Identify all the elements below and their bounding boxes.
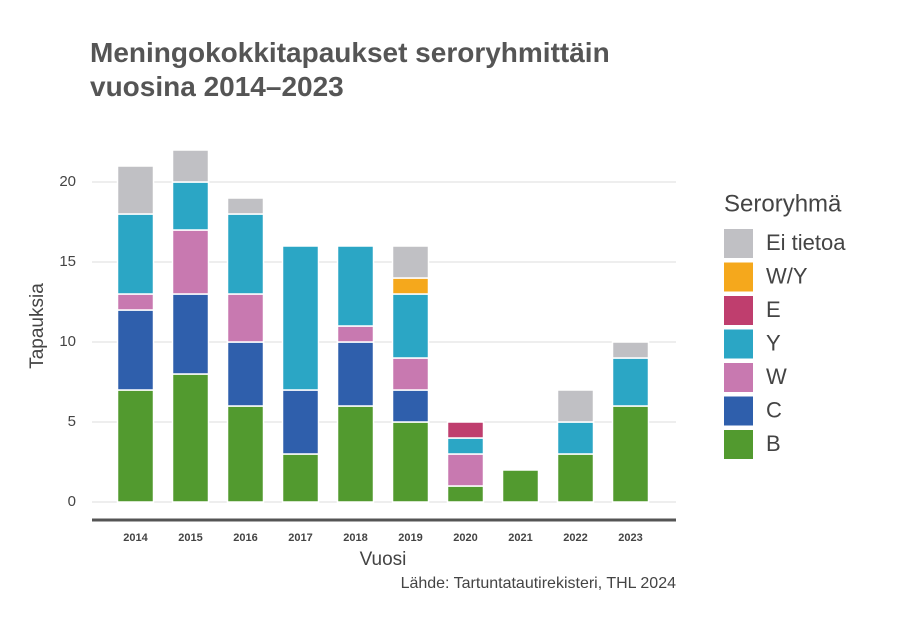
bar-segment (116, 389, 155, 503)
legend-swatch (724, 329, 753, 359)
y-tick-label: 20 (59, 173, 76, 190)
bar-segment (171, 373, 210, 503)
legend-label: W (766, 364, 787, 389)
bar-segment (391, 357, 430, 391)
bar-segment (171, 293, 210, 375)
bar-segment (281, 389, 320, 455)
x-tick-label: 2021 (508, 532, 532, 544)
legend-swatch (724, 262, 753, 292)
bar-segment (611, 341, 650, 359)
x-tick-label: 2017 (288, 532, 312, 544)
bar-segment (226, 197, 265, 215)
bar-segment (556, 453, 595, 503)
bar-segment (611, 357, 650, 407)
y-tick-label: 15 (59, 253, 76, 270)
bar-segment (391, 245, 430, 279)
bar-segment (116, 213, 155, 295)
x-tick-label: 2023 (618, 532, 642, 544)
bar-segment (336, 341, 375, 407)
bar-segment (226, 293, 265, 343)
bar-segment (171, 229, 210, 295)
bar-segment (611, 405, 650, 503)
x-tick-label: 2015 (178, 532, 202, 544)
y-tick-label: 0 (68, 493, 76, 510)
x-tick-label: 2014 (123, 532, 148, 544)
legend-swatch (724, 229, 753, 258)
bar-segment (226, 213, 265, 295)
bar-segment (556, 389, 595, 423)
bar-segment (446, 485, 485, 503)
bar-segment (446, 437, 485, 455)
bar-segment (116, 165, 155, 215)
legend-swatch (724, 396, 753, 426)
legend-label: E (766, 297, 781, 322)
bar-segment (336, 325, 375, 343)
bar-segment (446, 453, 485, 487)
x-tick-label: 2018 (343, 532, 367, 544)
x-tick-label: 2019 (398, 532, 422, 544)
bar-segment (226, 341, 265, 407)
legend-swatch (724, 430, 753, 459)
bar-segment (116, 293, 155, 311)
legend-swatch (724, 296, 753, 325)
x-axis-label: Vuosi (360, 549, 407, 570)
bar-segment (501, 469, 540, 503)
legend-label: Y (766, 330, 781, 355)
bar-segment (226, 405, 265, 503)
bar-segment (116, 309, 155, 391)
legend-label: C (766, 397, 782, 422)
bar-segment (556, 421, 595, 455)
bar-segment (336, 245, 375, 327)
bar-segment (336, 405, 375, 503)
source: Lähde: Tartuntatautirekisteri, THL 2024 (401, 575, 677, 592)
x-tick-label: 2022 (563, 532, 587, 544)
bar-segment (171, 181, 210, 231)
x-tick-label: 2020 (453, 532, 477, 544)
bar-segment (281, 245, 320, 391)
legend-label: W/Y (766, 263, 808, 288)
y-tick-label: 10 (59, 333, 76, 350)
legend-label: B (766, 431, 781, 456)
bar-segment (391, 293, 430, 359)
bar-segment (391, 389, 430, 423)
y-axis-label: Tapauksia (27, 283, 48, 369)
chart-title: Meningokokkitapaukset seroryhmittäin vuo… (90, 37, 610, 102)
legend-swatch (724, 363, 753, 392)
bar-segment (391, 277, 430, 295)
legend-title: Seroryhmä (724, 190, 842, 217)
bar-segment (391, 421, 430, 503)
bar-segment (281, 453, 320, 503)
y-tick-label: 5 (68, 413, 76, 430)
legend-label: Ei tietoa (766, 230, 846, 255)
bar-segment (446, 421, 485, 439)
bar-segment (171, 149, 210, 183)
x-tick-label: 2016 (233, 532, 257, 544)
